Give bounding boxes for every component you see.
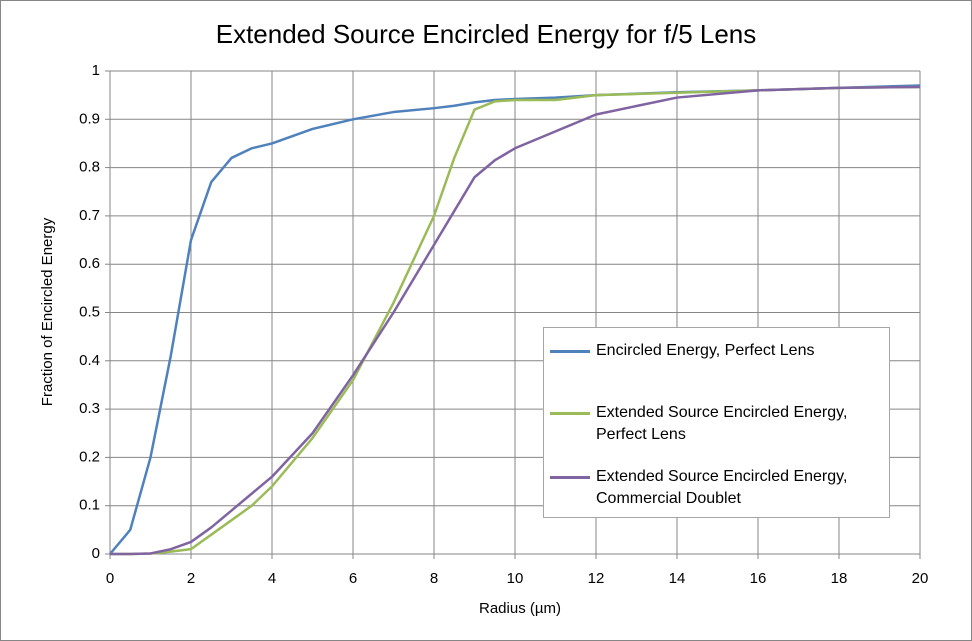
x-axis-label: Radius (µm) [479,600,561,617]
y-tick-label: 0.5 [79,303,100,320]
y-tick-label: 0.7 [79,207,100,224]
x-tick-label: 18 [831,570,848,587]
y-tick-label: 1 [92,62,100,79]
y-tick-label: 0.4 [79,352,100,369]
legend-entry: Extended Source Encircled Energy, Perfec… [544,402,896,446]
x-tick-label: 8 [430,570,438,587]
x-tick-label: 10 [507,570,524,587]
y-tick-label: 0 [92,545,100,562]
legend-swatch [550,412,590,415]
legend-entry: Extended Source Encircled Energy, Commer… [544,466,896,510]
legend-swatch [550,350,590,353]
chart-title: Extended Source Encircled Energy for f/5… [216,19,757,49]
series-line [110,85,921,556]
y-axis-label: Fraction of Encircled Energy [39,217,56,406]
legend-label: Encircled Energy, Perfect Lens [596,342,815,359]
x-tick-label: 6 [349,570,357,587]
legend-swatch [550,476,590,479]
legend-entry: Encircled Energy, Perfect Lens [544,340,896,362]
x-tick-label: 16 [750,570,767,587]
x-tick-label: 4 [268,570,276,587]
y-tick-label: 0.3 [79,400,100,417]
series-line [110,85,921,556]
legend-label: Extended Source Encircled Energy, Perfec… [596,404,848,443]
y-tick-label: 0.6 [79,255,100,272]
x-tick-label: 0 [106,570,114,587]
x-tick-label: 20 [912,570,929,587]
x-tick-label: 2 [187,570,195,587]
legend-label: Extended Source Encircled Energy, Commer… [596,468,848,507]
y-tick-label: 0.9 [79,110,100,127]
y-tick-label: 0.1 [79,497,100,514]
x-tick-label: 14 [669,570,686,587]
x-tick-label: 12 [588,570,605,587]
y-tick-label: 0.8 [79,159,100,176]
y-tick-label: 0.2 [79,448,100,465]
legend: Encircled Energy, Perfect Lens Extended S… [543,327,890,518]
